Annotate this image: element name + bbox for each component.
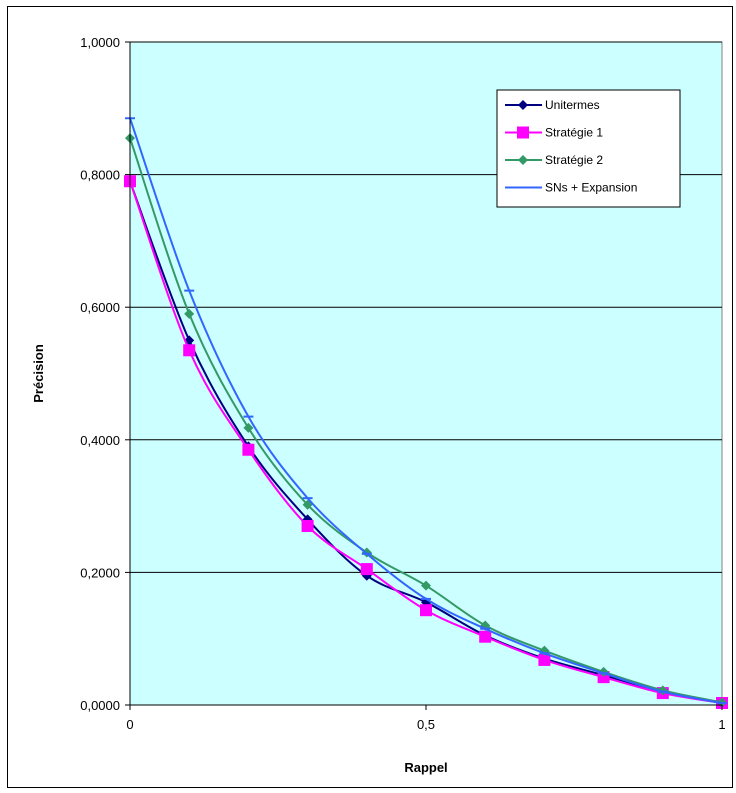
series-layer — [124, 117, 728, 710]
series-3 — [125, 117, 727, 705]
y-tick-label: 0,0000 — [80, 698, 120, 713]
legend-marker — [517, 126, 529, 139]
y-tick-label: 0,4000 — [80, 433, 120, 448]
axes: 0,0000 0,2000 0,4000 0,6000 0,8000 1,0000 0 0,5… — [80, 35, 725, 732]
y-tick-label: 0,2000 — [80, 565, 120, 580]
x-tick-label: 0,5 — [417, 717, 435, 732]
x-tick-label: 1 — [718, 717, 725, 732]
series-1 — [124, 175, 728, 710]
y-axis-title: Précision — [31, 344, 46, 403]
data-point — [242, 443, 255, 456]
x-axis-title: Rappel — [404, 760, 447, 775]
legend-entry-label: Unitermes — [545, 98, 600, 112]
y-tick-label: 1,0000 — [80, 35, 120, 50]
legend-entry-label: SNs + Expansion — [545, 181, 637, 195]
data-point — [421, 580, 431, 591]
y-tick-label: 0,6000 — [80, 300, 120, 315]
legend-marker — [518, 100, 528, 110]
data-point — [243, 422, 254, 433]
data-point — [360, 563, 373, 576]
data-point — [420, 604, 432, 617]
data-point — [538, 653, 551, 666]
data-point — [184, 308, 195, 319]
y-tick-label: 0,8000 — [80, 168, 120, 183]
legend-entry-label: Stratégie 1 — [545, 126, 603, 140]
data-point — [301, 519, 314, 532]
legend-entry-label: Stratégie 2 — [545, 153, 603, 167]
legend-marker — [518, 155, 528, 165]
x-tick-label: 0 — [126, 717, 133, 732]
legend: Unitermes Stratégie 1 Stratégie 2 SNs + Exp… — [496, 89, 681, 208]
data-point — [183, 344, 196, 357]
data-point — [479, 630, 492, 643]
